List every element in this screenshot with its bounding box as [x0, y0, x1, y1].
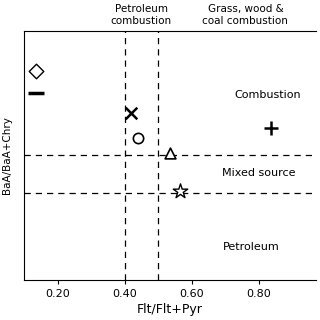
Point: [135, 135, 140, 140]
Text: Mixed source: Mixed source: [222, 168, 296, 178]
Text: BaA/BaA+Chry: BaA/BaA+Chry: [2, 116, 12, 194]
X-axis label: Flt/Flt+Pyr: Flt/Flt+Pyr: [137, 303, 203, 316]
Text: Combustion: Combustion: [234, 91, 301, 100]
Text: Petroleum
combustion: Petroleum combustion: [111, 4, 172, 26]
Text: Petroleum: Petroleum: [222, 242, 279, 252]
Point: [33, 68, 38, 73]
Point: [129, 110, 134, 116]
Point: [268, 125, 273, 130]
Point: [167, 150, 172, 155]
Point: [178, 189, 183, 194]
Text: Grass, wood &
coal combustion: Grass, wood & coal combustion: [203, 4, 288, 26]
